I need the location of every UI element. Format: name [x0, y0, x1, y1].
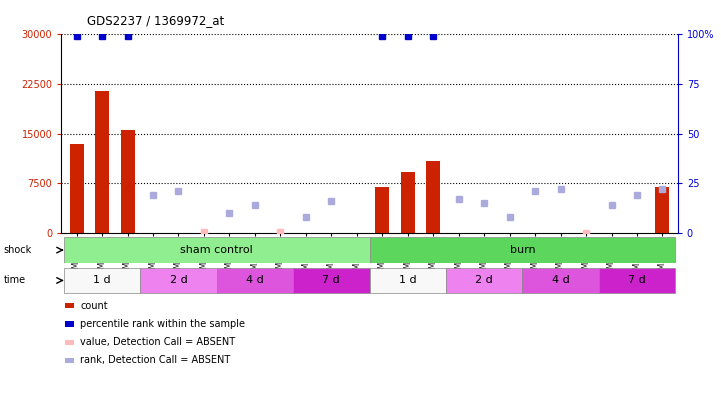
Bar — [64, 237, 369, 263]
Bar — [141, 268, 217, 293]
Text: count: count — [80, 301, 107, 311]
Bar — [522, 268, 598, 293]
Bar — [217, 268, 293, 293]
Bar — [655, 187, 670, 233]
Text: 7 d: 7 d — [628, 275, 646, 286]
Bar — [120, 130, 135, 233]
Bar — [426, 162, 441, 233]
Text: 4 d: 4 d — [246, 275, 264, 286]
Text: value, Detection Call = ABSENT: value, Detection Call = ABSENT — [80, 337, 235, 347]
Text: sham control: sham control — [180, 245, 253, 255]
Text: 4 d: 4 d — [552, 275, 570, 286]
Bar — [598, 268, 675, 293]
Text: percentile rank within the sample: percentile rank within the sample — [80, 319, 245, 329]
Text: rank, Detection Call = ABSENT: rank, Detection Call = ABSENT — [80, 356, 230, 365]
Text: burn: burn — [510, 245, 535, 255]
Bar — [69, 144, 84, 233]
Text: time: time — [4, 275, 26, 286]
Text: shock: shock — [4, 245, 32, 255]
Bar — [293, 268, 369, 293]
Text: GDS2237 / 1369972_at: GDS2237 / 1369972_at — [87, 14, 224, 27]
Bar — [369, 268, 446, 293]
Bar — [369, 237, 675, 263]
Bar — [446, 268, 522, 293]
Bar — [401, 172, 415, 233]
Bar — [95, 91, 109, 233]
Text: 2 d: 2 d — [475, 275, 493, 286]
Bar — [64, 268, 141, 293]
Bar — [375, 187, 389, 233]
Text: 1 d: 1 d — [399, 275, 417, 286]
Text: 2 d: 2 d — [169, 275, 187, 286]
Text: 1 d: 1 d — [93, 275, 111, 286]
Text: 7 d: 7 d — [322, 275, 340, 286]
